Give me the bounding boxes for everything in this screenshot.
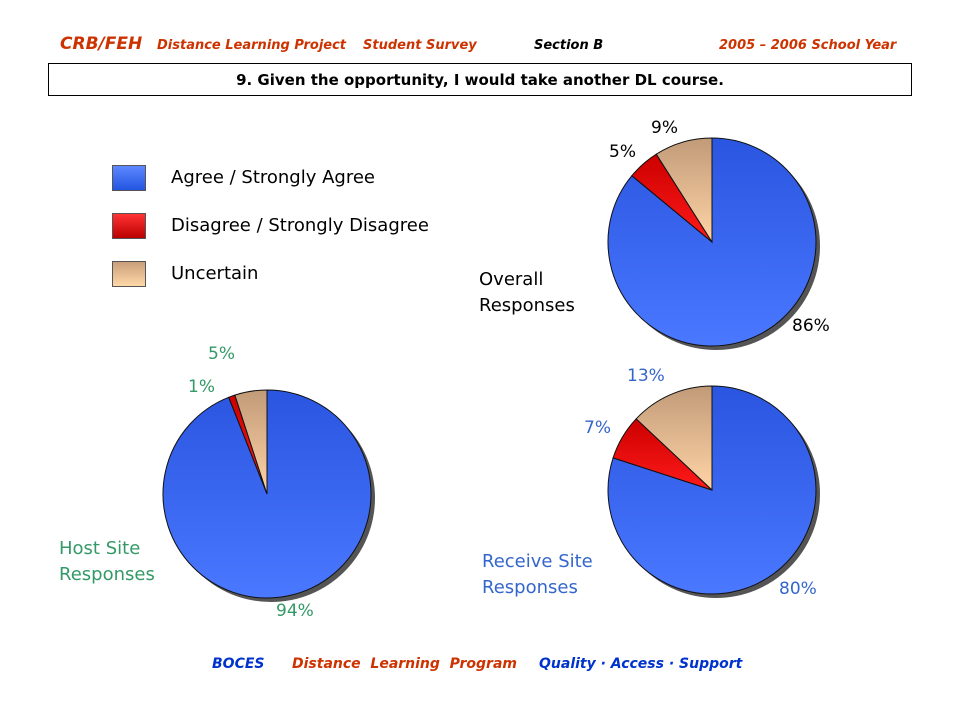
footer-tagline: Quality · Access · Support	[539, 656, 743, 672]
host-pie-chart	[162, 389, 375, 602]
receive-title-line-1: Receive Site	[482, 551, 593, 572]
footer-bar: BOCES Distance Learning Program Quality …	[0, 656, 960, 676]
overall-slice-uncertain	[655, 137, 713, 244]
host-title-line-2: Responses	[59, 564, 155, 585]
receive-title: Receive Site Responses	[482, 549, 593, 601]
overall-pie-chart	[607, 137, 820, 350]
footer-program: Distance Learning Program	[292, 656, 517, 672]
receive-label-uncertain: 13%	[627, 366, 665, 386]
host-label-agree: 94%	[276, 601, 314, 621]
receive-slice-uncertain	[635, 385, 713, 492]
footer-org: BOCES	[212, 656, 265, 672]
header-year: 2005 – 2006 School Year	[719, 38, 897, 53]
host-title-line-1: Host Site	[59, 538, 141, 559]
receive-label-disagree: 7%	[584, 418, 611, 438]
overall-title-line-1: Overall	[479, 269, 544, 290]
receive-label-agree: 80%	[779, 579, 817, 599]
header-section: Section B	[534, 38, 604, 53]
legend-label-disagree: Disagree / Strongly Disagree	[171, 215, 429, 236]
overall-label-uncertain: 9%	[651, 118, 678, 138]
receive-title-line-2: Responses	[482, 577, 578, 598]
host-title: Host Site Responses	[59, 536, 155, 588]
host-label-disagree: 1%	[188, 377, 215, 397]
overall-label-disagree: 5%	[609, 142, 636, 162]
header-project: Distance Learning Project	[157, 38, 347, 53]
overall-title-line-2: Responses	[479, 295, 575, 316]
question-box: 9. Given the opportunity, I would take a…	[48, 63, 912, 96]
host-label-uncertain: 5%	[208, 344, 235, 364]
legend-swatch-agree	[112, 165, 146, 191]
question-text: 9. Given the opportunity, I would take a…	[236, 70, 724, 89]
header-bar: CRB/FEH Distance Learning Project Studen…	[60, 34, 910, 56]
overall-title: Overall Responses	[479, 267, 575, 319]
receive-slice-agree	[607, 385, 817, 595]
host-slice-uncertain	[234, 389, 268, 495]
legend-label-agree: Agree / Strongly Agree	[171, 167, 376, 188]
overall-label-agree: 86%	[792, 316, 830, 336]
legend-swatch-disagree	[112, 213, 146, 239]
receive-pie-chart	[607, 385, 820, 598]
header-survey: Student Survey	[363, 38, 477, 53]
legend-label-uncertain: Uncertain	[171, 263, 259, 284]
header-brand: CRB/FEH	[60, 34, 143, 54]
legend-swatch-uncertain	[112, 261, 146, 287]
